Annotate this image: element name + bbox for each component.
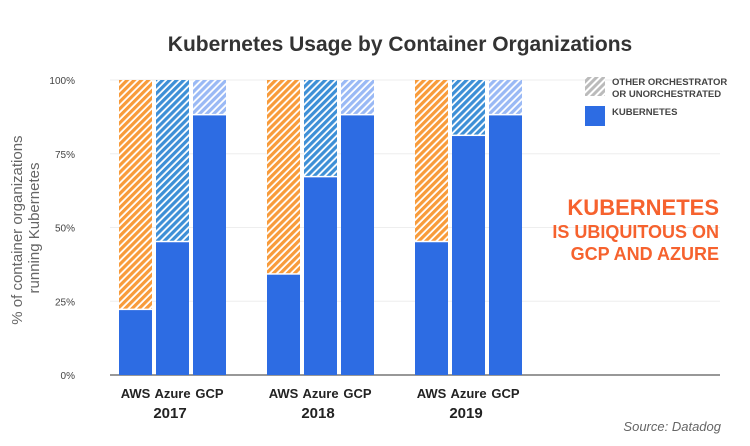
legend-label: OTHER ORCHESTRATOR [612, 77, 727, 88]
legend-label: OR UNORCHESTRATED [612, 89, 721, 100]
source-note: Source: Datadog [623, 419, 721, 434]
y-axis-label-line: running Kubernetes [26, 163, 43, 294]
legend-swatch-kubernetes [585, 106, 605, 126]
legend: OTHER ORCHESTRATOR OR UNORCHESTRATED KUB… [585, 77, 727, 126]
annotation-line: KUBERNETES [567, 195, 719, 220]
group-label: 2019 [449, 405, 482, 422]
y-tick-label: 50% [55, 224, 75, 235]
bar-kubernetes-aws-2019 [415, 242, 448, 375]
y-tick-label: 25% [55, 297, 75, 308]
bar-other-aws-2019 [415, 80, 448, 241]
y-tick-label: 75% [55, 150, 75, 161]
x-tick-label: GCP [343, 386, 372, 401]
bar-other-azure-2019 [452, 80, 485, 135]
bar-other-aws-2017 [119, 80, 152, 309]
bar-other-gcp-2017 [193, 80, 226, 114]
y-axis-label-line: % of container organizations [9, 135, 26, 324]
bar-kubernetes-aws-2017 [119, 310, 152, 375]
x-tick-label: GCP [491, 386, 520, 401]
bar-other-gcp-2019 [489, 80, 522, 114]
x-tick-label: GCP [195, 386, 224, 401]
x-tick-label: Azure [154, 386, 190, 401]
bar-other-azure-2018 [304, 80, 337, 176]
x-tick-label: AWS [121, 386, 151, 401]
group-label: 2018 [301, 405, 334, 422]
bar-kubernetes-azure-2017 [156, 242, 189, 375]
x-tick-label: AWS [269, 386, 299, 401]
bar-kubernetes-azure-2019 [452, 136, 485, 375]
bar-kubernetes-aws-2018 [267, 274, 300, 375]
bar-kubernetes-azure-2018 [304, 177, 337, 375]
legend-swatch-other [585, 77, 605, 96]
annotation-line: GCP AND AZURE [571, 244, 719, 264]
group-label: 2017 [153, 405, 186, 422]
y-tick-label: 100% [49, 76, 75, 87]
bar-kubernetes-gcp-2018 [341, 115, 374, 376]
y-axis-label: % of container organizations running Kub… [9, 131, 43, 324]
bar-kubernetes-gcp-2019 [489, 115, 522, 376]
annotation: KUBERNETES IS UBIQUITOUS ON GCP AND AZUR… [552, 195, 719, 264]
bar-other-aws-2018 [267, 80, 300, 274]
x-tick-label: Azure [302, 386, 338, 401]
y-tick-label: 0% [61, 371, 76, 382]
annotation-line: IS UBIQUITOUS ON [552, 222, 719, 242]
bar-other-gcp-2018 [341, 80, 374, 114]
legend-label: KUBERNETES [612, 107, 677, 118]
bar-kubernetes-gcp-2017 [193, 115, 226, 376]
chart-title: Kubernetes Usage by Container Organizati… [168, 33, 632, 56]
x-tick-label: AWS [417, 386, 447, 401]
x-tick-label: Azure [450, 386, 486, 401]
bar-other-azure-2017 [156, 80, 189, 241]
